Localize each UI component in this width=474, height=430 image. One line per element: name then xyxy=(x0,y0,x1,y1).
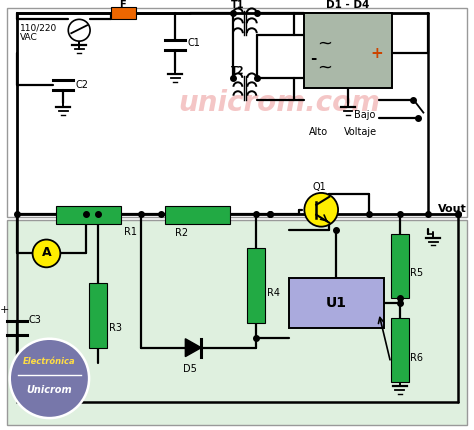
Text: Electrónica: Electrónica xyxy=(23,357,76,366)
Circle shape xyxy=(33,240,60,267)
Text: ~: ~ xyxy=(317,59,332,77)
Text: F: F xyxy=(119,0,126,10)
Bar xyxy=(56,206,121,224)
Bar xyxy=(89,283,107,348)
Bar xyxy=(165,206,230,224)
Text: Unicrom: Unicrom xyxy=(27,385,72,395)
Text: VAC: VAC xyxy=(19,33,37,42)
Bar xyxy=(391,233,409,298)
Text: D1 - D4: D1 - D4 xyxy=(326,0,370,10)
Bar xyxy=(7,220,467,425)
Bar xyxy=(391,318,409,382)
Text: R2: R2 xyxy=(175,227,189,238)
Text: unicrom.com: unicrom.com xyxy=(179,89,381,117)
Polygon shape xyxy=(185,339,201,356)
Bar xyxy=(290,278,384,328)
Text: D5: D5 xyxy=(183,363,197,374)
Text: +: + xyxy=(370,46,383,61)
Text: U1: U1 xyxy=(326,296,347,310)
Text: C3: C3 xyxy=(28,315,41,325)
Text: -: - xyxy=(310,50,317,65)
Text: T1: T1 xyxy=(231,0,245,10)
Text: C2: C2 xyxy=(75,80,88,90)
Text: R4: R4 xyxy=(267,288,280,298)
Bar xyxy=(111,7,136,19)
Text: C1: C1 xyxy=(187,38,200,48)
Text: 110/220: 110/220 xyxy=(19,24,57,33)
Bar xyxy=(7,9,467,217)
Bar xyxy=(304,13,392,88)
Bar xyxy=(247,249,264,323)
Text: Vout: Vout xyxy=(438,204,467,214)
Text: ~: ~ xyxy=(317,34,332,52)
Text: A: A xyxy=(42,246,51,259)
Circle shape xyxy=(68,19,90,41)
Text: R1: R1 xyxy=(124,227,137,237)
Circle shape xyxy=(304,193,338,227)
Text: +: + xyxy=(0,305,9,315)
Text: Voltaje: Voltaje xyxy=(344,127,377,138)
Circle shape xyxy=(10,339,89,418)
Text: R6: R6 xyxy=(410,353,423,362)
Text: Bajo: Bajo xyxy=(354,110,375,120)
Text: R3: R3 xyxy=(109,323,122,333)
Text: Alto: Alto xyxy=(310,127,328,138)
Text: T2: T2 xyxy=(231,66,245,76)
Text: Q1: Q1 xyxy=(312,182,326,192)
Text: R5: R5 xyxy=(410,268,424,278)
